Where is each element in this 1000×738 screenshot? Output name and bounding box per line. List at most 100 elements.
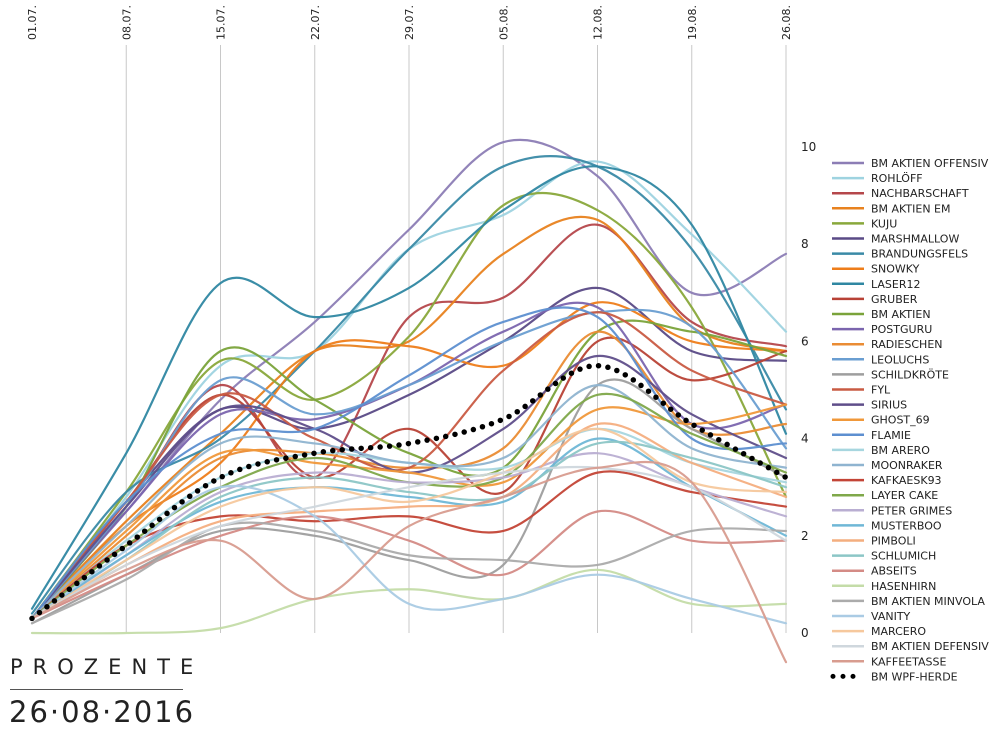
y-tick-label: 0: [801, 626, 809, 640]
x-tick-label: 08.07.: [120, 5, 133, 40]
legend-label: VANITY: [871, 610, 911, 623]
x-tick-label: 15.07.: [215, 5, 228, 40]
legend-item: RADIESCHEN: [832, 338, 943, 351]
legend: BM AKTIEN OFFENSIV ROHLÖFF NACHBARSCHAFT BM…: [830, 157, 989, 683]
series-line: [30, 470, 788, 620]
series-line: [30, 403, 788, 620]
y-tick-label: 8: [801, 237, 809, 251]
x-tick-label: 19.08.: [686, 5, 699, 40]
legend-label: LAYER CAKE: [871, 489, 938, 502]
legend-item: BM AKTIEN MINVOLA: [832, 595, 985, 608]
legend-item: SIRIUS: [832, 399, 907, 412]
legend-label: MOONRAKER: [871, 459, 943, 472]
legend-label: BM AKTIEN: [871, 308, 931, 321]
y-tick-label: 10: [801, 140, 816, 154]
legend-item: FYL: [832, 384, 891, 397]
legend-item: GHOST_69: [832, 414, 930, 427]
legend-item: BM AKTIEN EM: [832, 202, 951, 215]
legend-item: ROHLÖFF: [832, 172, 923, 185]
series-line: [30, 384, 788, 620]
divider-line: [10, 689, 183, 690]
legend-item: MUSTERBOO: [832, 519, 942, 532]
legend-label: MARSHMALLOW: [871, 233, 959, 246]
legend-label: PETER GRIMES: [871, 504, 952, 517]
series-line: [30, 215, 788, 620]
unit-label: PROZENTE: [10, 655, 204, 679]
legend-label: BM ARERO: [871, 444, 930, 457]
series-line: [30, 378, 788, 625]
legend-item: BM AKTIEN: [832, 308, 931, 321]
series-line: [30, 460, 788, 664]
legend-label: SCHILDKRÖTE: [871, 368, 949, 381]
legend-item: PETER GRIMES: [832, 504, 952, 517]
series-line: [30, 484, 788, 625]
legend-item: BRANDUNGSFELS: [832, 248, 968, 261]
y-axis-labels: 0 2 4 6 8 10: [801, 140, 816, 640]
legend-item: ABSEITS: [832, 565, 917, 578]
legend-label: BM WPF-HERDE: [871, 670, 958, 683]
legend-label: GHOST_69: [871, 414, 930, 427]
legend-label: BM AKTIEN DEFENSIV: [871, 640, 989, 653]
series-line: [30, 465, 788, 620]
legend-item: BM AKTIEN OFFENSIV: [832, 157, 989, 170]
legend-label: BRANDUNGSFELS: [871, 248, 968, 261]
legend-item: NACHBARSCHAFT: [832, 187, 969, 200]
legend-label: RADIESCHEN: [871, 338, 943, 351]
legend-item: HASENHIRN: [832, 580, 936, 593]
legend-label: LEOLUCHS: [871, 353, 929, 366]
legend-label: GRUBER: [871, 293, 918, 306]
series-line: [30, 308, 788, 620]
legend-item: SCHLUMICH: [832, 550, 936, 563]
legend-label: KAFKAESK93: [871, 474, 942, 487]
legend-label: MUSTERBOO: [871, 519, 942, 532]
legend-item: GRUBER: [832, 293, 918, 306]
legend-label: ABSEITS: [871, 565, 917, 578]
series-line: [30, 568, 788, 635]
legend-item: LAYER CAKE: [832, 489, 938, 502]
legend-item: LASER12: [832, 278, 920, 291]
series-lines: [29, 138, 789, 664]
legend-label: LASER12: [871, 278, 920, 291]
series-line: [30, 311, 788, 620]
legend-item: VANITY: [832, 610, 911, 623]
x-tick-label: 29.07.: [403, 5, 416, 40]
legend-label: BM AKTIEN EM: [871, 202, 951, 215]
x-tick-label: 05.08.: [497, 5, 510, 40]
legend-label: SNOWKY: [871, 263, 920, 276]
series-line: [30, 422, 788, 620]
legend-label: HASENHIRN: [871, 580, 936, 593]
series-line: [30, 452, 788, 620]
date-stamp: 26·08·2016: [9, 695, 196, 729]
series-line: [30, 440, 788, 620]
legend-label: BM AKTIEN OFFENSIV: [871, 157, 989, 170]
series-line: [30, 192, 788, 620]
legend-label: FYL: [871, 384, 891, 397]
x-tick-label: 22.07.: [309, 5, 322, 40]
legend-item: POSTGURU: [832, 323, 932, 336]
series-line: [30, 155, 788, 615]
y-tick-label: 2: [801, 529, 809, 543]
legend-item: KAFFEETASSE: [832, 655, 946, 668]
y-tick-label: 4: [801, 432, 809, 446]
legend-label: ROHLÖFF: [871, 172, 923, 185]
legend-label: SIRIUS: [871, 399, 907, 412]
x-tick-label: 26.08.: [780, 5, 793, 40]
legend-item: MARSHMALLOW: [832, 233, 959, 246]
legend-item: FLAMIE: [832, 429, 911, 442]
series-line: [30, 521, 788, 625]
legend-item: KUJU: [832, 217, 897, 230]
legend-item: MOONRAKER: [832, 459, 943, 472]
series-line: [30, 165, 788, 610]
x-tick-label: 01.07.: [26, 5, 39, 40]
legend-item: BM WPF-HERDE: [830, 670, 958, 683]
y-tick-label: 6: [801, 334, 809, 348]
x-tick-label: 12.08.: [592, 5, 605, 40]
legend-item: SNOWKY: [832, 263, 920, 276]
series-line: [30, 330, 788, 620]
legend-item: PIMBOLI: [832, 535, 916, 548]
legend-label: MARCERO: [871, 625, 926, 638]
legend-label: SCHLUMICH: [871, 550, 936, 563]
legend-label: FLAMIE: [871, 429, 911, 442]
series-line: [29, 362, 789, 622]
